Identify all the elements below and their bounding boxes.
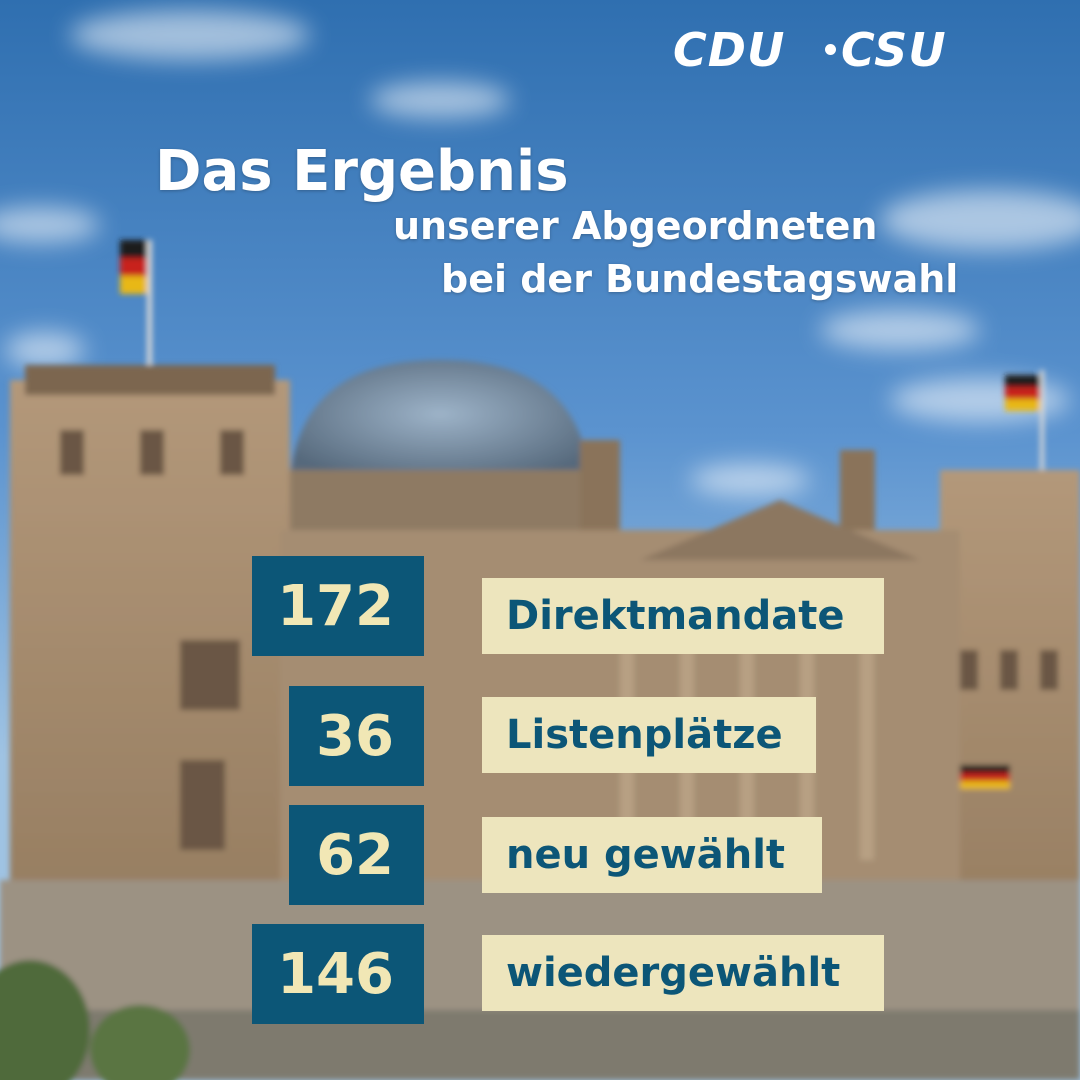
headline-subtitle-line2: bei der Bundestagswahl: [441, 257, 959, 301]
stat-label-neu-gewaehlt: neu gewählt: [482, 817, 822, 893]
cdu-csu-logo: CDU CSU: [673, 20, 953, 80]
logo-dot-icon: [825, 44, 836, 55]
stat-value-direktmandate: 172: [252, 556, 424, 656]
logo-text-csu: CSU: [841, 23, 947, 77]
stat-label-direktmandate: Direktmandate: [482, 578, 884, 654]
stat-label-wiedergewaehlt: wiedergewählt: [482, 935, 884, 1011]
logo-text-cdu: CDU: [673, 23, 786, 77]
headline-title: Das Ergebnis: [155, 139, 569, 204]
stat-value-neu-gewaehlt: 62: [289, 805, 424, 905]
stat-value-listenplaetze: 36: [289, 686, 424, 786]
headline-subtitle-line1: unserer Abgeordneten: [393, 204, 878, 248]
stat-label-listenplaetze: Listenplätze: [482, 697, 816, 773]
stat-value-wiedergewaehlt: 146: [252, 924, 424, 1024]
